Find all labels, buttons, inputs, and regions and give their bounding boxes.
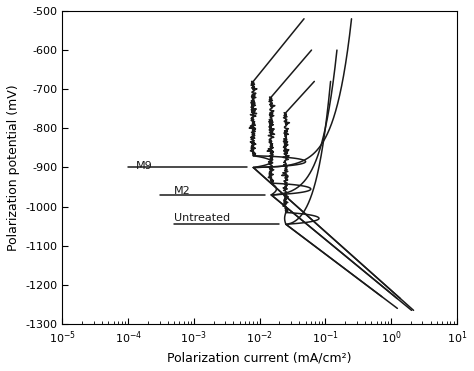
Text: Untreated: Untreated: [174, 213, 230, 223]
Y-axis label: Polarization potential (mV): Polarization potential (mV): [7, 84, 20, 251]
Text: M2: M2: [174, 186, 191, 196]
X-axis label: Polarization current (mA/cm²): Polarization current (mA/cm²): [167, 351, 352, 364]
Text: M9: M9: [136, 161, 153, 171]
